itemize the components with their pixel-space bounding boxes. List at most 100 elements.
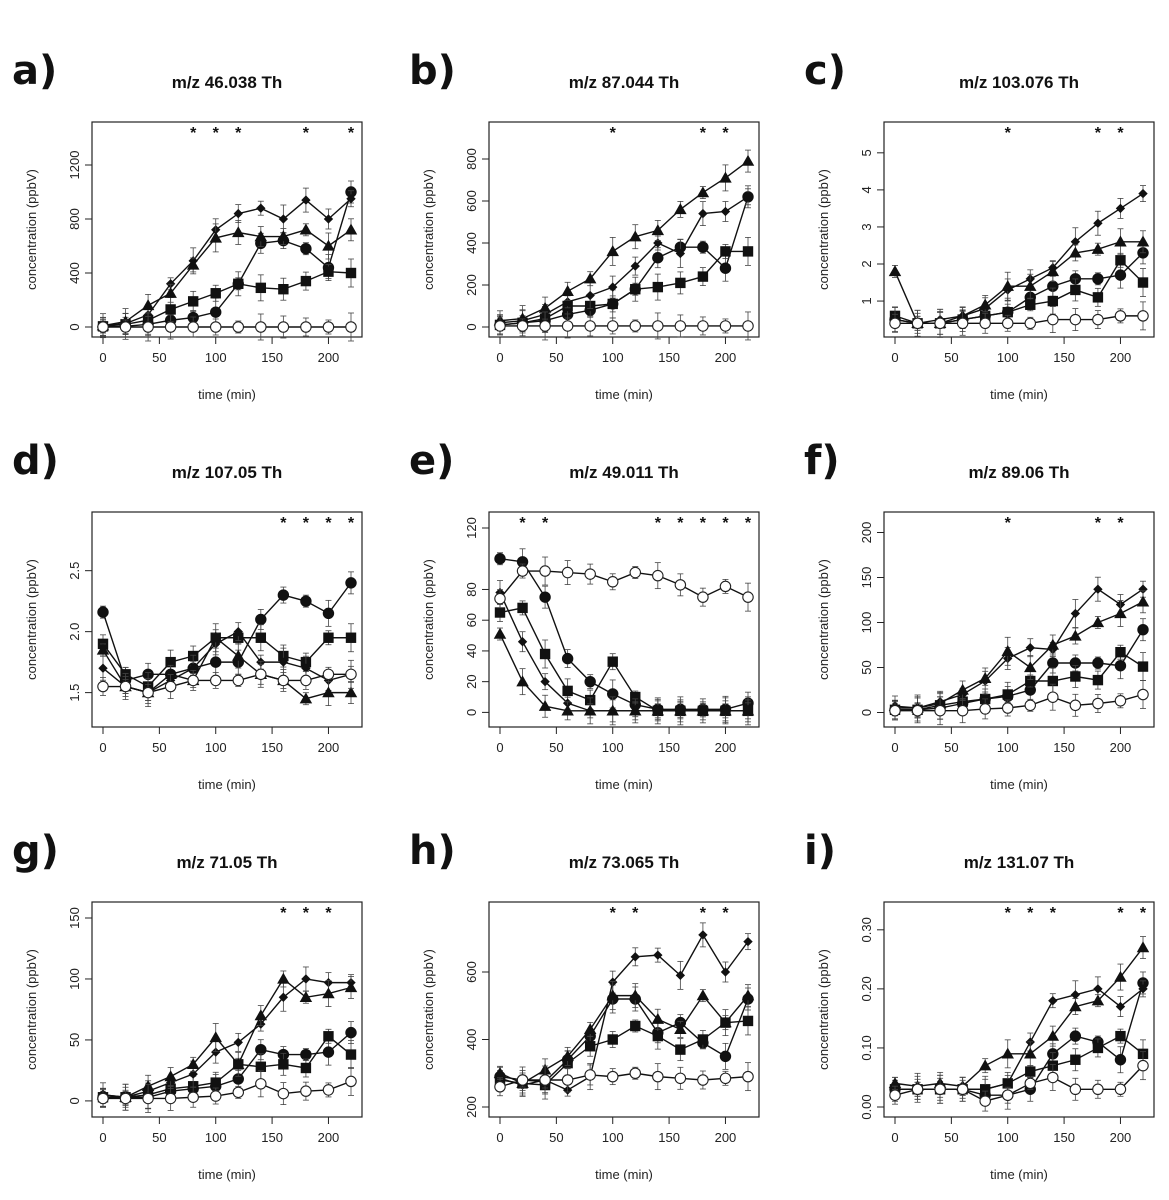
data-point bbox=[345, 668, 357, 681]
x-axis-label: time (min) bbox=[198, 387, 256, 402]
data-point bbox=[911, 704, 924, 717]
panel-title: m/z 73.065 Th bbox=[569, 853, 680, 872]
x-tick-label: 200 bbox=[318, 1130, 340, 1145]
data-point bbox=[1093, 984, 1103, 994]
data-point bbox=[233, 208, 243, 219]
panel-letter: i) bbox=[804, 828, 836, 874]
series-triangle bbox=[96, 623, 358, 707]
data-point bbox=[516, 565, 529, 577]
data-point bbox=[584, 320, 596, 332]
data-point bbox=[1046, 638, 1060, 650]
data-point bbox=[164, 287, 177, 298]
data-point bbox=[345, 1049, 357, 1060]
data-point bbox=[494, 1081, 506, 1093]
data-point bbox=[1114, 310, 1127, 322]
data-point bbox=[300, 595, 312, 607]
x-tick-label: 50 bbox=[152, 1130, 166, 1145]
panel-title: m/z 131.07 Th bbox=[964, 853, 1075, 872]
data-point bbox=[344, 686, 358, 698]
y-tick-label: 0.00 bbox=[859, 1094, 874, 1119]
chart-panel-h: h) m/z 73.065 Th 0 50 100 150 200 time (min) 200… bbox=[409, 828, 760, 1182]
data-point bbox=[630, 261, 640, 271]
data-point bbox=[209, 1031, 222, 1043]
data-point bbox=[889, 704, 901, 717]
data-point bbox=[1093, 218, 1103, 228]
y-axis-label: concentration (ppbV) bbox=[24, 559, 39, 680]
y-tick-label: 2.0 bbox=[67, 623, 82, 641]
x-tick-label: 200 bbox=[1110, 1130, 1132, 1145]
data-point bbox=[742, 591, 754, 603]
series-line bbox=[894, 259, 1144, 324]
y-axis-label: concentration (ppbV) bbox=[816, 169, 831, 290]
y-tick-label: 60 bbox=[464, 613, 479, 627]
series-circle-open bbox=[889, 1051, 1149, 1112]
significance-star: * bbox=[325, 515, 332, 532]
series-triangle bbox=[493, 627, 755, 726]
data-point bbox=[345, 577, 357, 589]
data-point bbox=[300, 321, 312, 333]
y-tick-label: 400 bbox=[464, 1029, 479, 1051]
data-point bbox=[164, 668, 177, 680]
series-circle-filled bbox=[97, 1021, 357, 1111]
data-point bbox=[978, 672, 992, 683]
significance-star: * bbox=[1117, 905, 1124, 922]
data-point bbox=[1003, 1078, 1013, 1089]
data-point bbox=[1114, 695, 1127, 707]
data-point bbox=[187, 1091, 199, 1103]
data-point bbox=[1092, 657, 1104, 669]
data-point bbox=[629, 566, 642, 579]
significance-star: * bbox=[303, 515, 310, 532]
data-point bbox=[187, 674, 199, 687]
series-line bbox=[102, 191, 352, 328]
y-tick-label: 200 bbox=[859, 522, 874, 544]
x-axis-label: time (min) bbox=[198, 1167, 256, 1182]
data-point bbox=[741, 704, 755, 716]
data-point bbox=[1092, 1042, 1104, 1054]
data-point bbox=[1025, 299, 1036, 310]
x-axis-label: time (min) bbox=[990, 777, 1048, 792]
data-point bbox=[606, 1070, 619, 1083]
data-point bbox=[322, 668, 335, 681]
x-tick-label: 150 bbox=[1053, 1130, 1075, 1145]
data-point bbox=[255, 1043, 267, 1056]
data-point bbox=[561, 285, 574, 296]
panel-letter: a) bbox=[12, 48, 57, 94]
data-point bbox=[1092, 313, 1104, 326]
x-axis-label: time (min) bbox=[198, 777, 256, 792]
x-tick-label: 0 bbox=[891, 350, 898, 365]
series-line bbox=[102, 977, 352, 1098]
y-tick-label: 20 bbox=[464, 674, 479, 688]
data-point bbox=[911, 317, 924, 330]
y-axis-label: concentration (ppbV) bbox=[421, 559, 436, 680]
series-triangle bbox=[888, 936, 1150, 1100]
data-point bbox=[956, 683, 969, 695]
data-point bbox=[323, 632, 334, 643]
series-line bbox=[895, 315, 1143, 324]
data-point bbox=[629, 1067, 642, 1080]
data-point bbox=[1046, 265, 1060, 277]
x-tick-label: 150 bbox=[658, 350, 680, 365]
data-point bbox=[978, 1059, 992, 1071]
data-point bbox=[1137, 277, 1149, 288]
data-point bbox=[1115, 203, 1126, 214]
data-point bbox=[539, 1074, 551, 1086]
panel-title: m/z 46.038 Th bbox=[172, 73, 283, 92]
data-point bbox=[1115, 1001, 1126, 1012]
significance-star: * bbox=[190, 125, 197, 142]
data-point bbox=[889, 1089, 901, 1101]
data-point bbox=[299, 991, 313, 1002]
data-point bbox=[538, 700, 552, 711]
data-point bbox=[1024, 317, 1037, 330]
x-tick-label: 200 bbox=[715, 1130, 737, 1145]
x-tick-label: 50 bbox=[549, 740, 563, 755]
data-point bbox=[979, 317, 991, 330]
y-tick-label: 1 bbox=[859, 297, 874, 304]
x-tick-label: 0 bbox=[891, 1130, 898, 1145]
data-point bbox=[516, 1074, 529, 1086]
data-point bbox=[278, 992, 289, 1002]
data-point bbox=[606, 704, 619, 716]
data-point bbox=[1001, 702, 1014, 714]
x-axis-label: time (min) bbox=[595, 777, 653, 792]
significance-star: * bbox=[1140, 905, 1147, 922]
data-point bbox=[1137, 661, 1149, 672]
